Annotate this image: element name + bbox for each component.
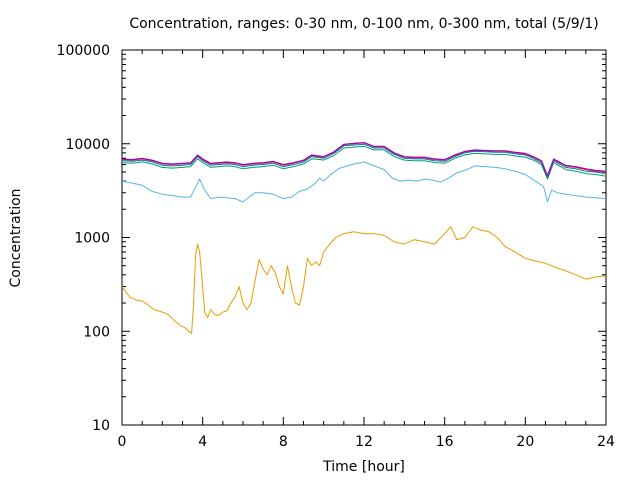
x-tick-label: 0: [118, 434, 127, 450]
series-line-2: [121, 161, 607, 203]
series-group: [121, 142, 607, 334]
x-tick-label: 4: [198, 434, 207, 450]
y-tick-label: 10: [92, 418, 110, 434]
y-tick-label: 100: [83, 324, 110, 340]
x-tick-label: 24: [597, 434, 615, 450]
series-line-6: [121, 142, 607, 176]
y-axis-label: Concentration: [8, 188, 24, 287]
x-tick-label: 12: [355, 434, 373, 450]
y-tick-label: 1000: [74, 231, 110, 247]
series-line-1: [121, 226, 607, 334]
y-axis: 10 100 1000 10000 100000: [57, 43, 606, 434]
y-tick-label: 100000: [57, 43, 110, 59]
chart-title: Concentration, ranges: 0-30 nm, 0-100 nm…: [129, 16, 598, 32]
series-line-4: [121, 143, 607, 178]
series-line-3: [121, 145, 607, 180]
x-tick-label: 8: [279, 434, 288, 450]
y-tick-label: 10000: [65, 137, 110, 153]
x-tick-label: 16: [436, 434, 454, 450]
plot-frame: [121, 49, 607, 426]
x-tick-label: 20: [516, 434, 534, 450]
x-axis-label: Time [hour]: [322, 459, 405, 475]
x-axis: 0 4 8 12 16 20 24: [118, 50, 615, 450]
